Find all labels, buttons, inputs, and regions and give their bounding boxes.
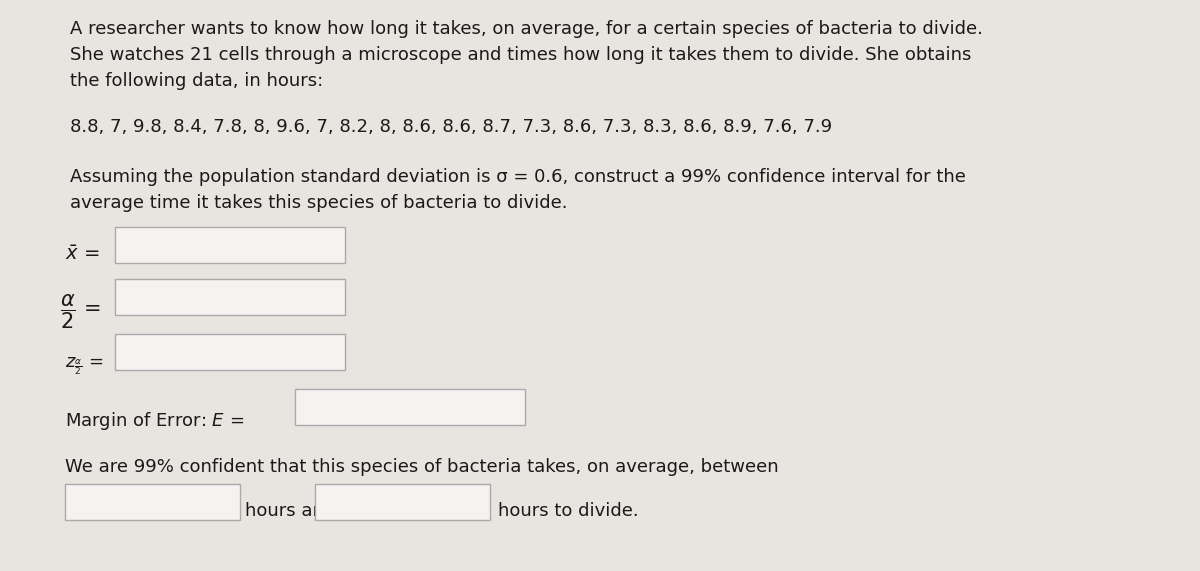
Text: hours to divide.: hours to divide.	[498, 502, 638, 520]
Text: the following data, in hours:: the following data, in hours:	[70, 72, 323, 90]
Text: 8.8, 7, 9.8, 8.4, 7.8, 8, 9.6, 7, 8.2, 8, 8.6, 8.6, 8.7, 7.3, 8.6, 7.3, 8.3, 8.6: 8.8, 7, 9.8, 8.4, 7.8, 8, 9.6, 7, 8.2, 8…	[70, 118, 832, 136]
Text: Assuming the population standard deviation is σ = 0.6, construct a 99% confidenc: Assuming the population standard deviati…	[70, 168, 966, 186]
Text: She watches 21 cells through a microscope and times how long it takes them to di: She watches 21 cells through a microscop…	[70, 46, 971, 64]
Text: $\dfrac{\alpha}{2}$ =: $\dfrac{\alpha}{2}$ =	[60, 292, 101, 331]
FancyBboxPatch shape	[115, 334, 346, 370]
Text: Margin of Error: $E$ =: Margin of Error: $E$ =	[65, 410, 244, 432]
Text: $\bar{x}$ =: $\bar{x}$ =	[65, 245, 100, 264]
FancyBboxPatch shape	[65, 484, 240, 520]
Text: We are 99% confident that this species of bacteria takes, on average, between: We are 99% confident that this species o…	[65, 458, 779, 476]
Text: A researcher wants to know how long it takes, on average, for a certain species : A researcher wants to know how long it t…	[70, 20, 983, 38]
FancyBboxPatch shape	[115, 279, 346, 315]
FancyBboxPatch shape	[295, 389, 526, 425]
Text: hours and: hours and	[245, 502, 335, 520]
Text: $z_{\frac{\alpha}{2}}$ =: $z_{\frac{\alpha}{2}}$ =	[65, 355, 103, 377]
FancyBboxPatch shape	[314, 484, 490, 520]
Text: average time it takes this species of bacteria to divide.: average time it takes this species of ba…	[70, 194, 568, 212]
FancyBboxPatch shape	[115, 227, 346, 263]
